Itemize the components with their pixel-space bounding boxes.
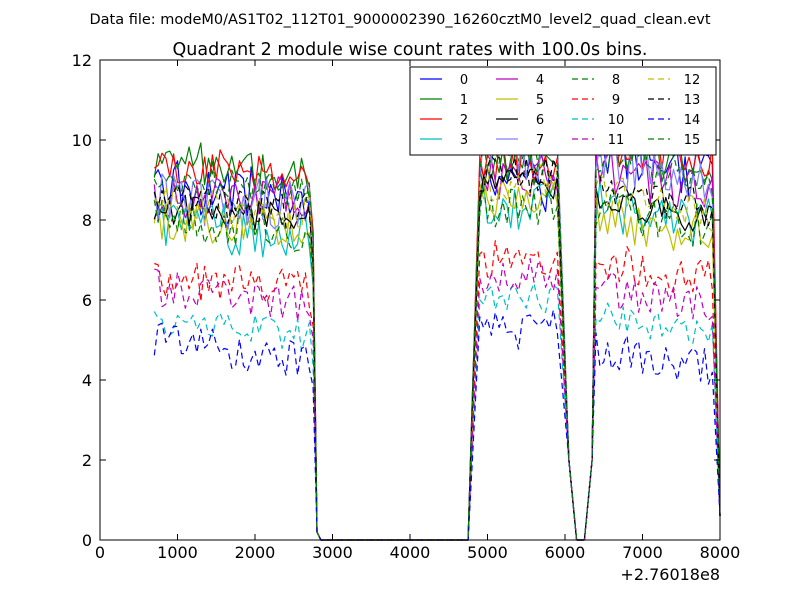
legend-label-13: 13	[684, 93, 701, 108]
legend-label-8: 8	[612, 73, 620, 88]
x-tick-label: 4000	[390, 543, 431, 562]
x-tick-label: 2000	[235, 543, 276, 562]
x-tick-label: 5000	[467, 543, 508, 562]
x-tick-label: 0	[95, 543, 105, 562]
series-line-3	[153, 180, 721, 541]
y-tick-label: 12	[72, 51, 92, 70]
figure-suptitle: Data file: modeM0/AS1T02_112T01_90000023…	[89, 12, 710, 28]
legend-label-1: 1	[460, 93, 468, 108]
y-tick-label: 0	[82, 531, 92, 550]
legend-label-12: 12	[684, 73, 701, 88]
series-line-4	[153, 150, 721, 541]
series-line-11	[154, 258, 721, 541]
legend-label-4: 4	[536, 73, 544, 88]
y-tick-label: 6	[82, 291, 92, 310]
legend-label-5: 5	[536, 93, 544, 108]
legend-label-9: 9	[612, 93, 620, 108]
legend-label-3: 3	[460, 133, 468, 148]
x-tick-label: 7000	[622, 543, 663, 562]
y-tick-label: 4	[82, 371, 92, 390]
x-tick-label: 6000	[545, 543, 586, 562]
series-line-5	[153, 178, 721, 541]
x-offset-label: +2.76018e8	[620, 565, 720, 584]
legend-label-15: 15	[684, 133, 701, 148]
series-line-6	[153, 168, 721, 541]
series-line-8	[153, 186, 721, 541]
legend-label-0: 0	[460, 73, 468, 88]
y-tick-label: 10	[72, 131, 92, 150]
legend-label-14: 14	[684, 113, 701, 128]
chart-title: Quadrant 2 module wise count rates with …	[173, 40, 648, 60]
series-line-9	[154, 240, 721, 541]
series-line-15	[153, 138, 721, 541]
series-line-10	[153, 282, 721, 541]
legend-label-11: 11	[608, 133, 625, 148]
series-line-13	[153, 155, 721, 541]
legend-label-2: 2	[460, 113, 468, 128]
legend-box	[409, 66, 717, 156]
y-tick-label: 8	[82, 211, 92, 230]
legend-label-6: 6	[536, 113, 544, 128]
y-tick-label: 2	[82, 451, 92, 470]
x-tick-label: 8000	[700, 543, 741, 562]
series-line-14	[153, 309, 721, 541]
legend-label-10: 10	[608, 113, 625, 128]
x-axis: 0 1000 2000 3000 4000 5000 6000 7000 8000	[95, 60, 740, 562]
x-tick-label: 3000	[312, 543, 353, 562]
x-tick-label: 1000	[157, 543, 198, 562]
legend-label-7: 7	[536, 133, 544, 148]
